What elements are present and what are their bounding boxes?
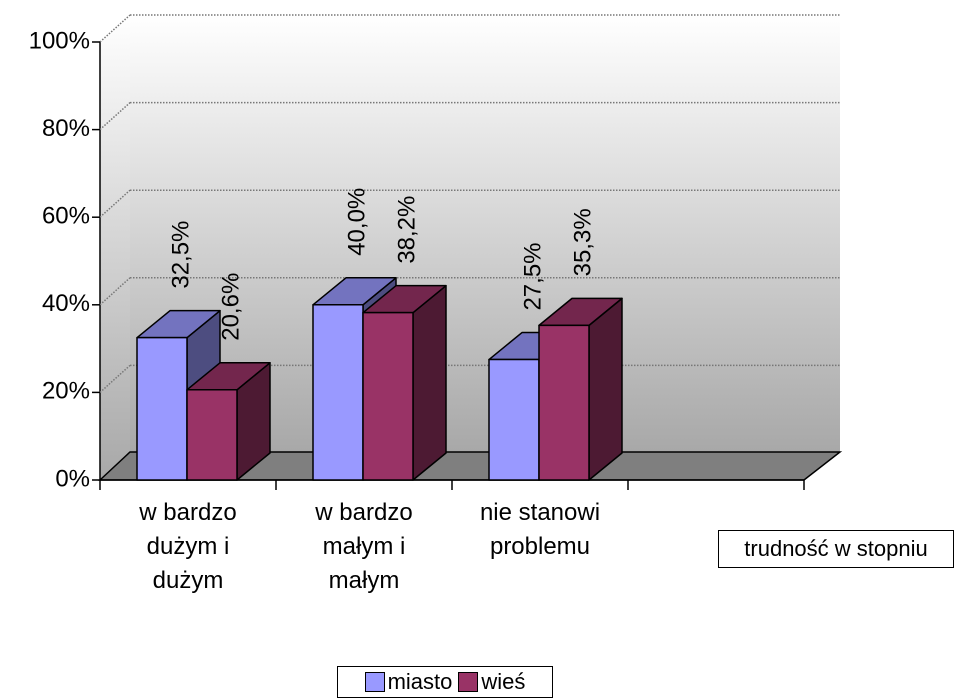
legend-label: miasto: [387, 669, 453, 694]
bar-front: [362, 311, 414, 481]
grid-line-side: [99, 102, 131, 131]
grid-line-side: [99, 364, 131, 393]
x-tick-label: w bardzo dużym i dużym: [139, 499, 237, 594]
x-tick-label: nie stanowi problemu: [479, 499, 601, 560]
grid-line-side: [99, 277, 131, 306]
y-tick-label: 0%: [55, 465, 90, 492]
legend-swatch: [458, 672, 479, 692]
value-label: 32,5%: [167, 221, 194, 289]
legend-item: miasto: [364, 669, 453, 695]
grid-line-side: [99, 189, 131, 218]
legend-swatch: [364, 672, 385, 692]
legend-item: wieś: [458, 669, 525, 695]
grid-line-side: [99, 14, 131, 43]
value-label: 40,0%: [343, 188, 370, 256]
back-wall: [130, 15, 840, 452]
legend: miasto wieś: [337, 666, 553, 698]
value-label: 38,2%: [393, 196, 420, 264]
value-label: 20,6%: [217, 273, 244, 341]
y-tick-label: 40%: [42, 290, 90, 317]
bar-side: [588, 297, 623, 481]
side-wall: [100, 15, 130, 480]
y-tick-label: 100%: [29, 27, 90, 54]
y-tick-label: 20%: [42, 378, 90, 405]
legend-label: wieś: [481, 669, 526, 694]
x-axis-title: trudność w stopniu: [718, 530, 954, 568]
value-label: 35,3%: [569, 208, 596, 276]
bar-front: [488, 358, 540, 481]
y-tick-label: 80%: [42, 115, 90, 142]
bar-front: [538, 324, 590, 481]
bar-front: [186, 389, 238, 481]
bar-front: [312, 304, 364, 481]
x-tick-label: w bardzo małym i małym: [315, 499, 413, 594]
grid: [99, 14, 840, 393]
value-label: 27,5%: [519, 242, 546, 310]
y-tick-label: 60%: [42, 203, 90, 230]
bar: [538, 297, 623, 481]
bar-front: [136, 336, 188, 481]
bar-side: [412, 284, 447, 481]
bar: [362, 284, 447, 481]
bar: [186, 362, 271, 481]
